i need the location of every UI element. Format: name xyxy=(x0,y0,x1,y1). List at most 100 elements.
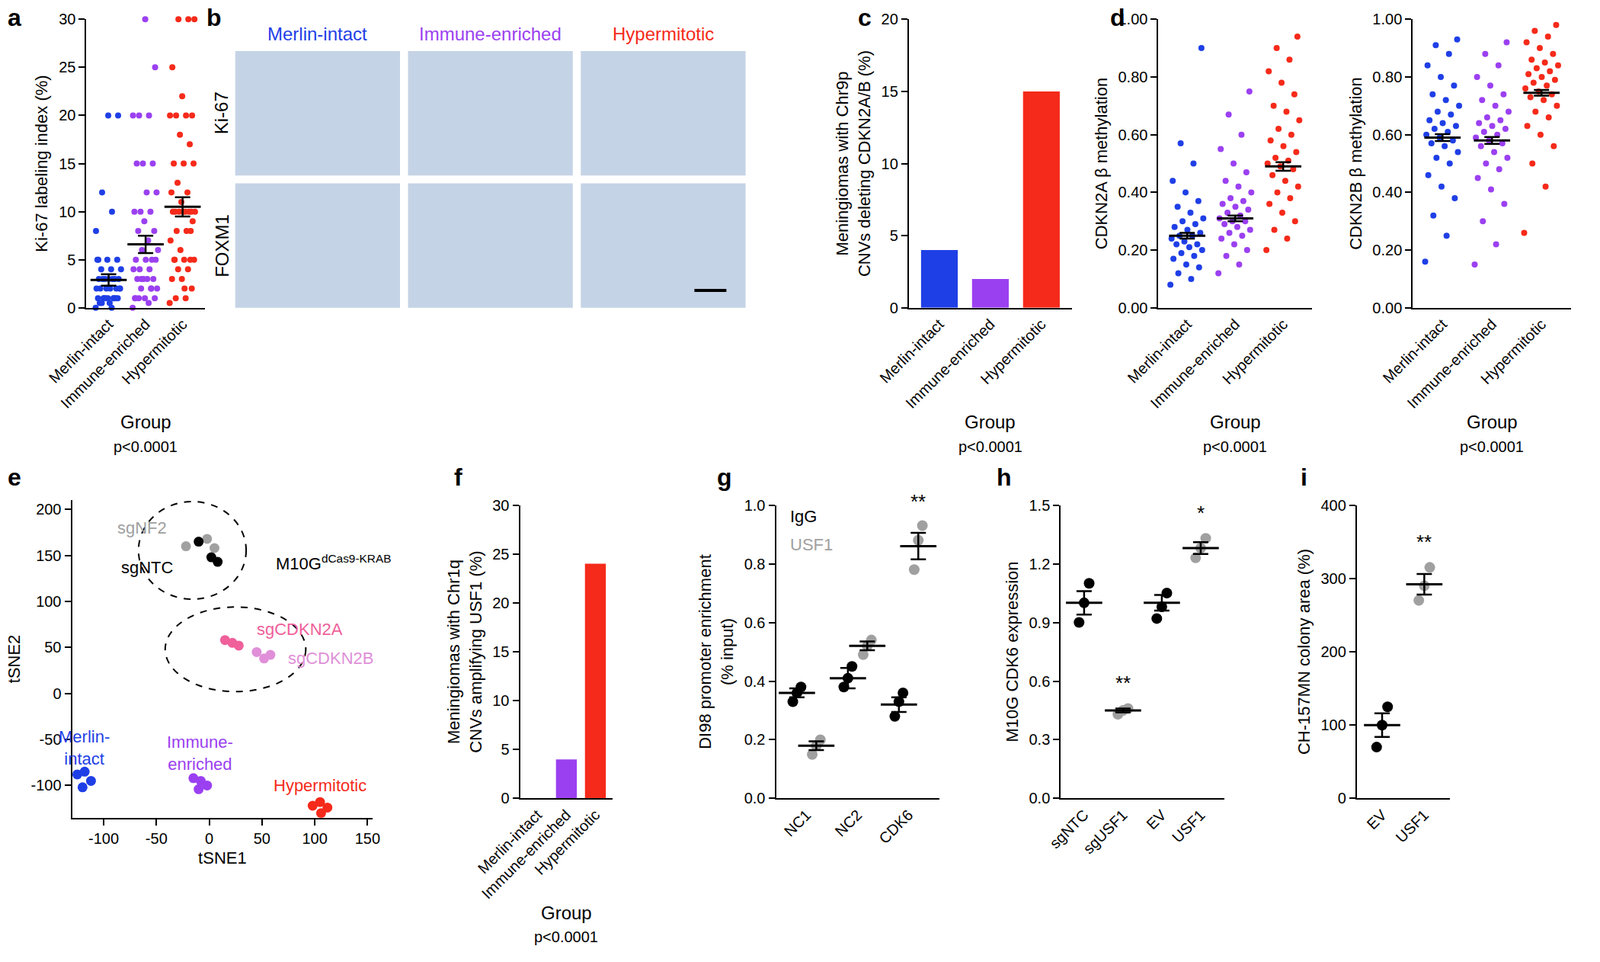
svg-text:300: 300 xyxy=(1320,569,1346,587)
svg-text:Merlin-intact: Merlin-intact xyxy=(45,315,117,387)
svg-text:USF1: USF1 xyxy=(1168,806,1209,846)
svg-text:5: 5 xyxy=(67,251,76,269)
svg-text:-50: -50 xyxy=(145,829,168,847)
svg-text:Immune-enriched: Immune-enriched xyxy=(57,315,154,412)
svg-text:IgG: IgG xyxy=(790,506,817,526)
svg-text:CDKN2A β methylation: CDKN2A β methylation xyxy=(1091,77,1111,250)
svg-text:0: 0 xyxy=(889,299,899,317)
svg-text:**: ** xyxy=(910,489,926,513)
svg-text:tSNE2: tSNE2 xyxy=(4,634,24,684)
svg-text:sgNTC: sgNTC xyxy=(1046,806,1092,852)
svg-text:0.60: 0.60 xyxy=(1117,126,1148,144)
svg-text:Group: Group xyxy=(1209,411,1261,432)
svg-text:0.80: 0.80 xyxy=(1117,68,1148,86)
svg-text:0.4: 0.4 xyxy=(744,672,766,690)
svg-text:**: ** xyxy=(1416,530,1432,554)
svg-text:0: 0 xyxy=(52,684,61,702)
svg-text:p<0.0001: p<0.0001 xyxy=(1459,438,1524,455)
svg-text:Hypermitotic: Hypermitotic xyxy=(1477,315,1549,388)
svg-text:15: 15 xyxy=(881,83,899,100)
svg-text:0.40: 0.40 xyxy=(1372,183,1402,201)
svg-text:1.00: 1.00 xyxy=(1117,10,1148,28)
svg-text:1.2: 1.2 xyxy=(1028,555,1050,573)
svg-text:0.00: 0.00 xyxy=(1117,299,1148,317)
svg-text:Hypermitotic: Hypermitotic xyxy=(531,806,603,878)
svg-text:d: d xyxy=(1110,3,1126,32)
svg-text:DI98 promoter enrichment(% inp: DI98 promoter enrichment(% input) xyxy=(695,553,737,749)
svg-text:400: 400 xyxy=(1320,496,1346,514)
svg-text:p<0.0001: p<0.0001 xyxy=(113,438,178,455)
svg-text:15: 15 xyxy=(58,155,76,173)
svg-text:Merlin-intact: Merlin-intact xyxy=(1379,315,1451,387)
svg-text:NC2: NC2 xyxy=(832,806,866,840)
svg-text:p<0.0001: p<0.0001 xyxy=(1203,438,1268,455)
svg-text:Group: Group xyxy=(1466,411,1518,432)
svg-text:Immune-enriched: Immune-enriched xyxy=(166,732,234,774)
svg-text:CDK6: CDK6 xyxy=(875,806,916,847)
svg-text:**: ** xyxy=(1115,671,1131,695)
svg-text:Immune-enriched: Immune-enriched xyxy=(478,806,575,903)
svg-text:Group: Group xyxy=(964,411,1016,432)
svg-text:-50: -50 xyxy=(39,730,62,748)
svg-text:1.0: 1.0 xyxy=(744,496,766,514)
svg-text:-100: -100 xyxy=(88,829,119,847)
svg-text:g: g xyxy=(716,463,733,491)
svg-text:h: h xyxy=(996,463,1012,491)
svg-text:a: a xyxy=(7,3,22,32)
svg-text:CH-157MN colony area (%): CH-157MN colony area (%) xyxy=(1294,548,1314,755)
svg-text:0: 0 xyxy=(204,829,214,847)
svg-text:Merlin-intact: Merlin-intact xyxy=(267,23,368,45)
svg-text:20: 20 xyxy=(58,106,76,124)
svg-text:USF1: USF1 xyxy=(790,534,833,554)
svg-text:5: 5 xyxy=(889,227,899,244)
svg-text:0.20: 0.20 xyxy=(1117,241,1148,259)
svg-text:tSNE1: tSNE1 xyxy=(198,848,247,868)
svg-text:Immune-enriched: Immune-enriched xyxy=(419,23,562,45)
svg-text:EV: EV xyxy=(1142,805,1170,832)
svg-text:Hypermitotic: Hypermitotic xyxy=(612,23,714,45)
svg-text:i: i xyxy=(1300,463,1308,491)
svg-text:Hypermitotic: Hypermitotic xyxy=(273,775,367,795)
svg-text:0.0: 0.0 xyxy=(1028,789,1050,807)
svg-text:0.0: 0.0 xyxy=(744,789,766,807)
svg-text:p<0.0001: p<0.0001 xyxy=(958,438,1023,455)
svg-text:100: 100 xyxy=(301,829,327,847)
svg-text:b: b xyxy=(206,3,222,32)
svg-text:30: 30 xyxy=(492,496,509,514)
svg-text:Merlin-intact: Merlin-intact xyxy=(58,726,110,768)
svg-text:0.60: 0.60 xyxy=(1372,126,1402,144)
svg-text:0.00: 0.00 xyxy=(1372,299,1402,317)
svg-text:0.6: 0.6 xyxy=(744,614,766,631)
svg-text:Meningiomas with Chr1qCNVs amp: Meningiomas with Chr1qCNVs amplifying US… xyxy=(444,550,486,752)
svg-text:150: 150 xyxy=(355,829,381,847)
svg-text:Hypermitotic: Hypermitotic xyxy=(977,315,1050,388)
svg-text:200: 200 xyxy=(35,500,61,518)
svg-text:1.00: 1.00 xyxy=(1372,10,1402,28)
svg-text:30: 30 xyxy=(58,10,76,28)
svg-text:5: 5 xyxy=(500,740,509,758)
svg-text:Ki-67: Ki-67 xyxy=(211,91,232,135)
svg-text:CDKN2B β methylation: CDKN2B β methylation xyxy=(1346,76,1366,250)
svg-text:Immune-enriched: Immune-enriched xyxy=(902,315,999,412)
svg-text:10: 10 xyxy=(58,203,76,221)
svg-text:25: 25 xyxy=(492,545,509,563)
svg-text:150: 150 xyxy=(35,547,61,564)
svg-text:Hypermitotic: Hypermitotic xyxy=(1219,315,1291,388)
svg-text:0.20: 0.20 xyxy=(1372,241,1402,259)
svg-text:50: 50 xyxy=(253,829,271,847)
svg-text:sgCDKN2A: sgCDKN2A xyxy=(256,619,343,639)
svg-text:NC1: NC1 xyxy=(780,806,815,840)
svg-text:Group: Group xyxy=(120,411,172,432)
svg-text:Immune-enriched: Immune-enriched xyxy=(1404,315,1501,412)
svg-text:e: e xyxy=(7,463,22,491)
svg-text:20: 20 xyxy=(881,10,899,28)
svg-text:p<0.0001: p<0.0001 xyxy=(534,928,599,945)
svg-text:10: 10 xyxy=(881,155,899,173)
svg-text:10: 10 xyxy=(492,691,509,709)
svg-text:f: f xyxy=(454,463,463,491)
svg-text:USF1: USF1 xyxy=(1392,806,1433,846)
svg-text:0: 0 xyxy=(500,789,509,807)
svg-text:Ki-67 labeling index (%): Ki-67 labeling index (%) xyxy=(32,74,52,252)
svg-text:sgNTC: sgNTC xyxy=(121,557,174,577)
svg-text:50: 50 xyxy=(44,638,61,656)
